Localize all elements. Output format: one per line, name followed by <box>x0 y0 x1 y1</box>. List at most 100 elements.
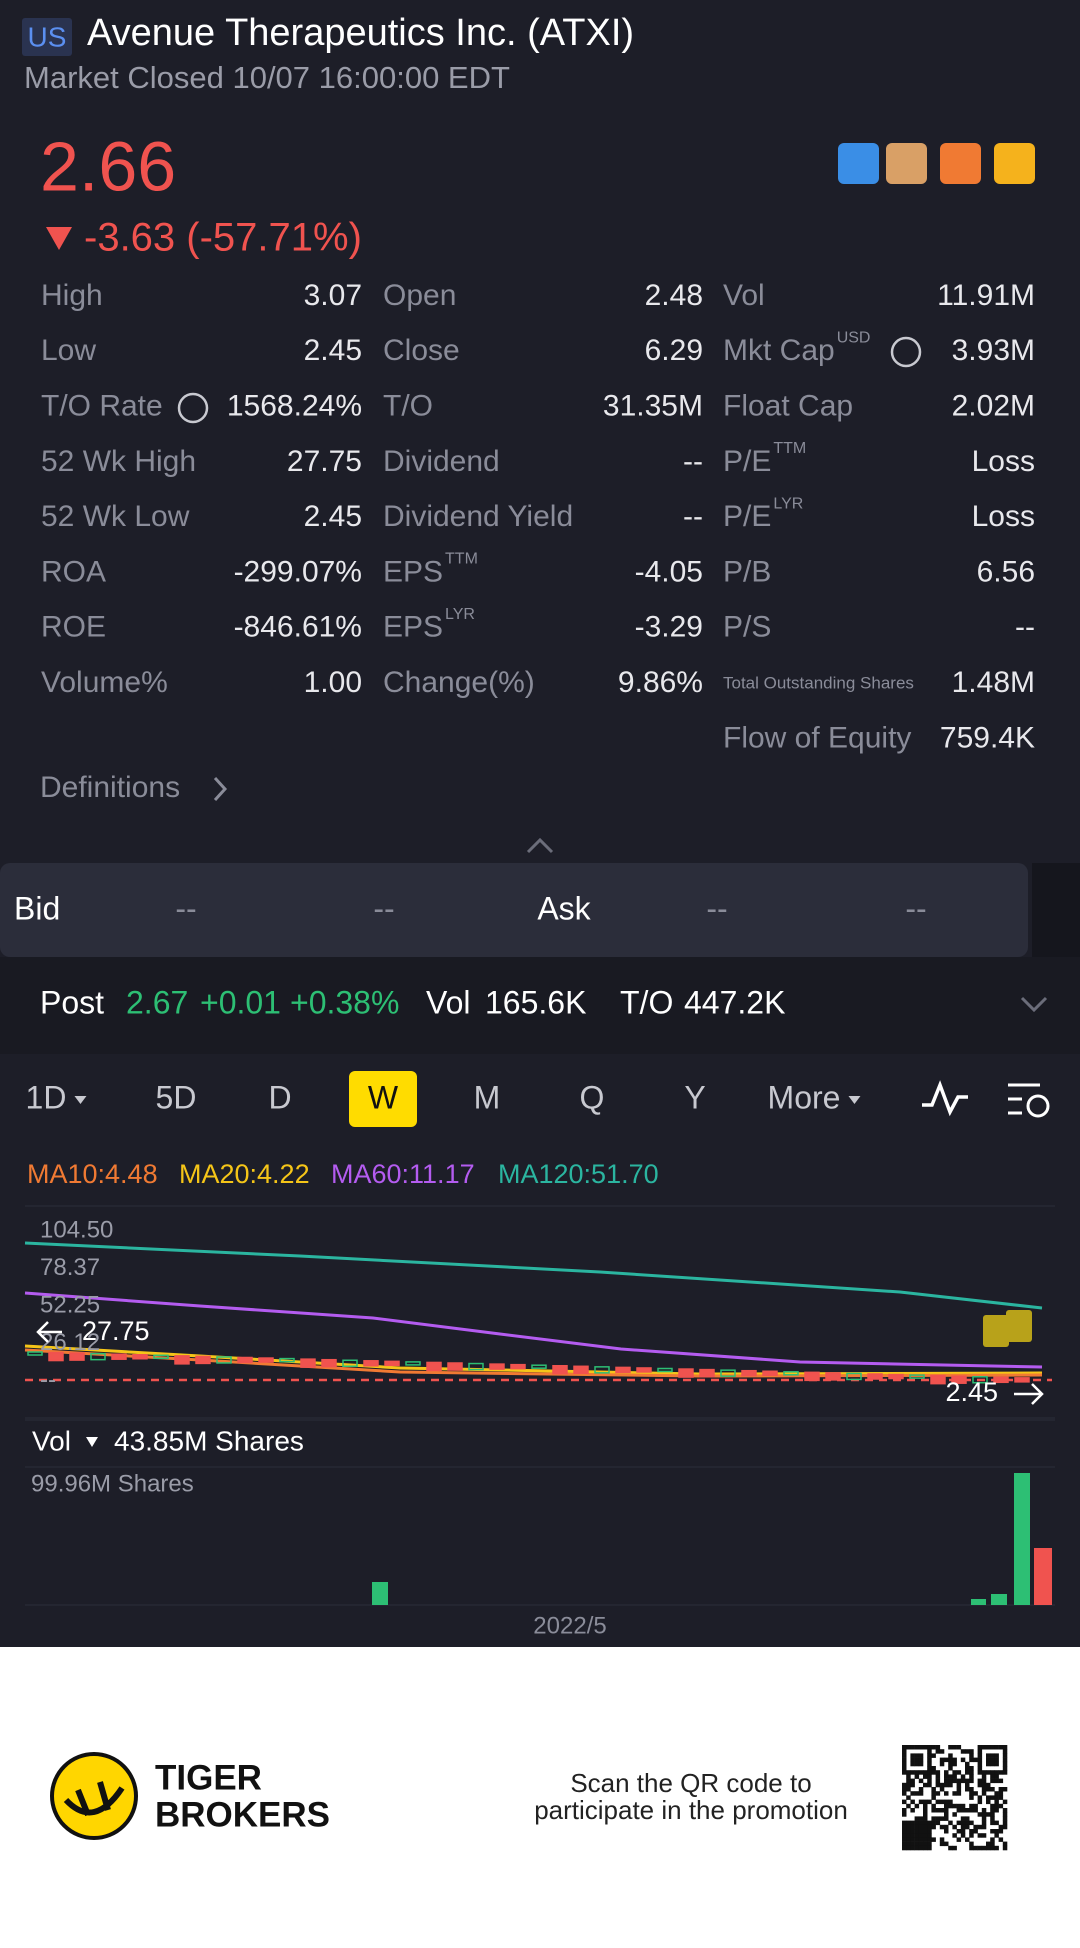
candle <box>69 1352 85 1361</box>
qr-cell <box>1002 1770 1008 1775</box>
stat-value: -- <box>1015 611 1035 644</box>
icon[interactable] <box>940 143 981 184</box>
tab[interactable]: 5D <box>156 1079 197 1115</box>
candle <box>300 1358 316 1368</box>
qr-cell <box>1002 1766 1008 1771</box>
qr-cell <box>910 1841 915 1847</box>
qr-cell <box>960 1803 966 1809</box>
qr-cell <box>998 1778 1004 1784</box>
qr-cell <box>990 1753 995 1758</box>
stat-label: High <box>41 279 103 312</box>
stat-value: 2.02M <box>952 390 1035 423</box>
bid-ask-text: -- <box>373 890 394 926</box>
ma-label: MA60:11.17 <box>331 1159 475 1189</box>
qr-cell <box>952 1791 957 1796</box>
price: 2.66 <box>40 127 176 205</box>
qr-cell <box>918 1837 924 1842</box>
definitions[interactable]: Definitions <box>40 771 180 804</box>
tab[interactable]: M <box>474 1079 501 1115</box>
candle <box>762 1370 778 1376</box>
info-icon[interactable] <box>177 392 209 424</box>
tab[interactable]: W <box>368 1079 399 1115</box>
qr-cell <box>927 1837 932 1842</box>
qr-cell <box>965 1787 970 1792</box>
qr-cell <box>990 1795 995 1800</box>
qr-cell <box>1002 1799 1008 1805</box>
qr-cell <box>994 1761 999 1767</box>
qr-cell <box>956 1745 962 1750</box>
tab[interactable]: Y <box>684 1079 705 1115</box>
qr-cell <box>944 1799 949 1805</box>
stat-label: Dividend Yield <box>383 500 573 533</box>
candle <box>258 1357 274 1363</box>
candle <box>531 1364 547 1369</box>
qr-cell <box>923 1837 928 1842</box>
qr-cell <box>994 1799 999 1805</box>
qr-cell <box>902 1757 907 1763</box>
candle <box>195 1355 211 1365</box>
qr-cell <box>935 1782 941 1788</box>
settings-icon[interactable] <box>1008 1083 1040 1115</box>
qr-cell <box>923 1812 928 1817</box>
tab-highlight <box>349 1071 417 1127</box>
qr-cell <box>952 1757 957 1763</box>
qr-cell <box>910 1837 915 1842</box>
stat-label: EPS <box>383 611 443 644</box>
stat-label: ROA <box>41 555 106 588</box>
qr-cell <box>902 1787 907 1792</box>
indicator-icon[interactable] <box>922 1080 968 1117</box>
stat-value: 1568.24% <box>227 390 362 423</box>
qr-cell <box>944 1841 949 1847</box>
candle <box>615 1366 631 1374</box>
candle <box>573 1365 589 1375</box>
collapse[interactable] <box>526 837 554 854</box>
qr-cell <box>990 1816 995 1821</box>
qr-cell <box>977 1745 983 1750</box>
qr-cell <box>918 1761 924 1767</box>
qr-cell <box>927 1841 932 1847</box>
icon[interactable] <box>886 143 927 184</box>
ma-label: MA120:51.70 <box>498 1159 659 1189</box>
info-icon[interactable] <box>890 336 922 368</box>
qr-cell <box>960 1808 966 1813</box>
qr-cell <box>973 1824 978 1830</box>
qr-cell <box>931 1820 936 1826</box>
qr-cell <box>944 1803 949 1809</box>
qr-cell <box>931 1766 936 1771</box>
qr-cell <box>994 1829 999 1834</box>
ma-label: MA10:4.48 <box>27 1159 158 1189</box>
expand[interactable] <box>1020 996 1048 1013</box>
candle <box>636 1367 652 1373</box>
qr-cell <box>910 1791 915 1796</box>
qr-cell <box>990 1770 995 1775</box>
qr-cell <box>927 1824 932 1830</box>
settings-icon[interactable] <box>1026 1094 1050 1118</box>
qr-cell <box>944 1778 949 1784</box>
candle <box>48 1351 64 1362</box>
qr-cell <box>960 1824 966 1830</box>
qr-cell <box>986 1845 991 1851</box>
qr-cell <box>914 1820 920 1826</box>
qr-cell <box>902 1841 907 1847</box>
qr-cell <box>931 1803 936 1809</box>
candle <box>720 1369 736 1377</box>
qr-cell <box>965 1749 970 1754</box>
qr-cell <box>969 1787 974 1792</box>
tab[interactable]: 1D <box>26 1079 67 1115</box>
qr-cell <box>914 1774 920 1779</box>
icon[interactable] <box>838 143 879 184</box>
qr-cell <box>910 1761 915 1767</box>
tab[interactable]: More <box>768 1079 841 1115</box>
qr-cell <box>956 1787 962 1792</box>
qr-cell <box>969 1757 974 1763</box>
qr-cell <box>927 1799 932 1805</box>
qr-cell <box>969 1753 974 1758</box>
qr-cell <box>923 1745 928 1750</box>
qr-cell <box>906 1824 911 1830</box>
tab[interactable]: Q <box>580 1079 605 1115</box>
stat-value: 9.86% <box>618 666 703 699</box>
stat-label: Open <box>383 279 456 312</box>
icon[interactable] <box>994 143 1035 184</box>
qr-cell <box>977 1824 983 1830</box>
tab[interactable]: D <box>268 1079 291 1115</box>
